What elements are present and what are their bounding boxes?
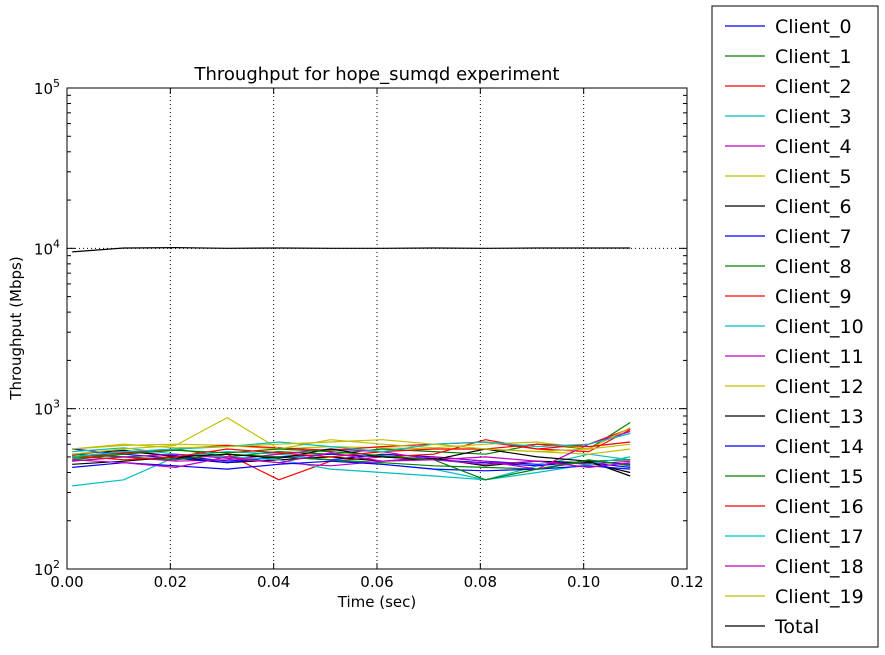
legend-label: Client_10 [775,316,864,338]
x-tick-label: 0.10 [567,573,600,591]
series-line-client-6 [72,449,631,474]
series-line-client-10 [72,447,631,481]
series-line-client-12 [72,417,631,455]
legend-label: Client_9 [775,286,852,308]
legend-label: Client_7 [775,226,852,248]
legend-label: Client_15 [775,466,864,488]
axis-ticks: 0.00 0.02 0.04 0.06 0.08 0.10 0.12 102 103 104 105 [34,77,704,591]
series-line-client-14 [72,460,631,472]
x-tick-label: 0.00 [50,573,83,591]
y-axis-label: Throughput (Mbps) [7,256,25,400]
y-tick-label: 104 [34,237,60,258]
x-tick-label: 0.08 [464,573,497,591]
y-tick-label: 103 [34,398,60,419]
legend-label: Client_19 [775,586,864,608]
series-line-client-19 [72,439,631,453]
legend-label: Client_13 [775,406,864,428]
series-line-client-16 [72,441,631,461]
y-tick-label: 105 [34,77,60,98]
series-line-client-18 [72,452,631,468]
series-line-client-17 [72,432,631,458]
legend-label: Client_5 [775,166,852,188]
legend-label: Client_3 [775,106,852,128]
x-tick-label: 0.06 [360,573,393,591]
legend-label: Client_2 [775,76,852,98]
legend-label: Client_11 [775,346,864,368]
legend-label: Total [774,616,819,638]
series-line-client-15 [72,448,631,481]
legend-label: Client_16 [775,496,864,518]
x-axis-label: Time (sec) [337,593,416,611]
legend-label: Client_18 [775,556,864,578]
x-tick-label: 0.12 [670,573,703,591]
legend-label: Client_14 [775,436,864,458]
legend-label: Client_8 [775,256,852,278]
legend: Client_0 Client_1 Client_2 Client_3 Client_4… [711,5,879,648]
series-line-client-5 [72,443,631,455]
legend-label: Client_4 [775,136,852,158]
grid-lines [67,88,687,569]
legend-label: Client_12 [775,376,864,398]
legend-label: Client_17 [775,526,864,548]
series-lines [72,247,631,487]
series-line-total [72,247,631,253]
legend-label: Client_1 [775,46,852,68]
series-line-client-11 [72,430,631,470]
legend-label: Client_6 [775,196,852,218]
y-tick-label: 102 [34,558,60,579]
legend-label: Client_0 [775,16,852,38]
x-tick-label: 0.02 [154,573,187,591]
chart-title: Throughput for hope_sumqd experiment [194,64,560,85]
x-tick-label: 0.04 [257,573,290,591]
